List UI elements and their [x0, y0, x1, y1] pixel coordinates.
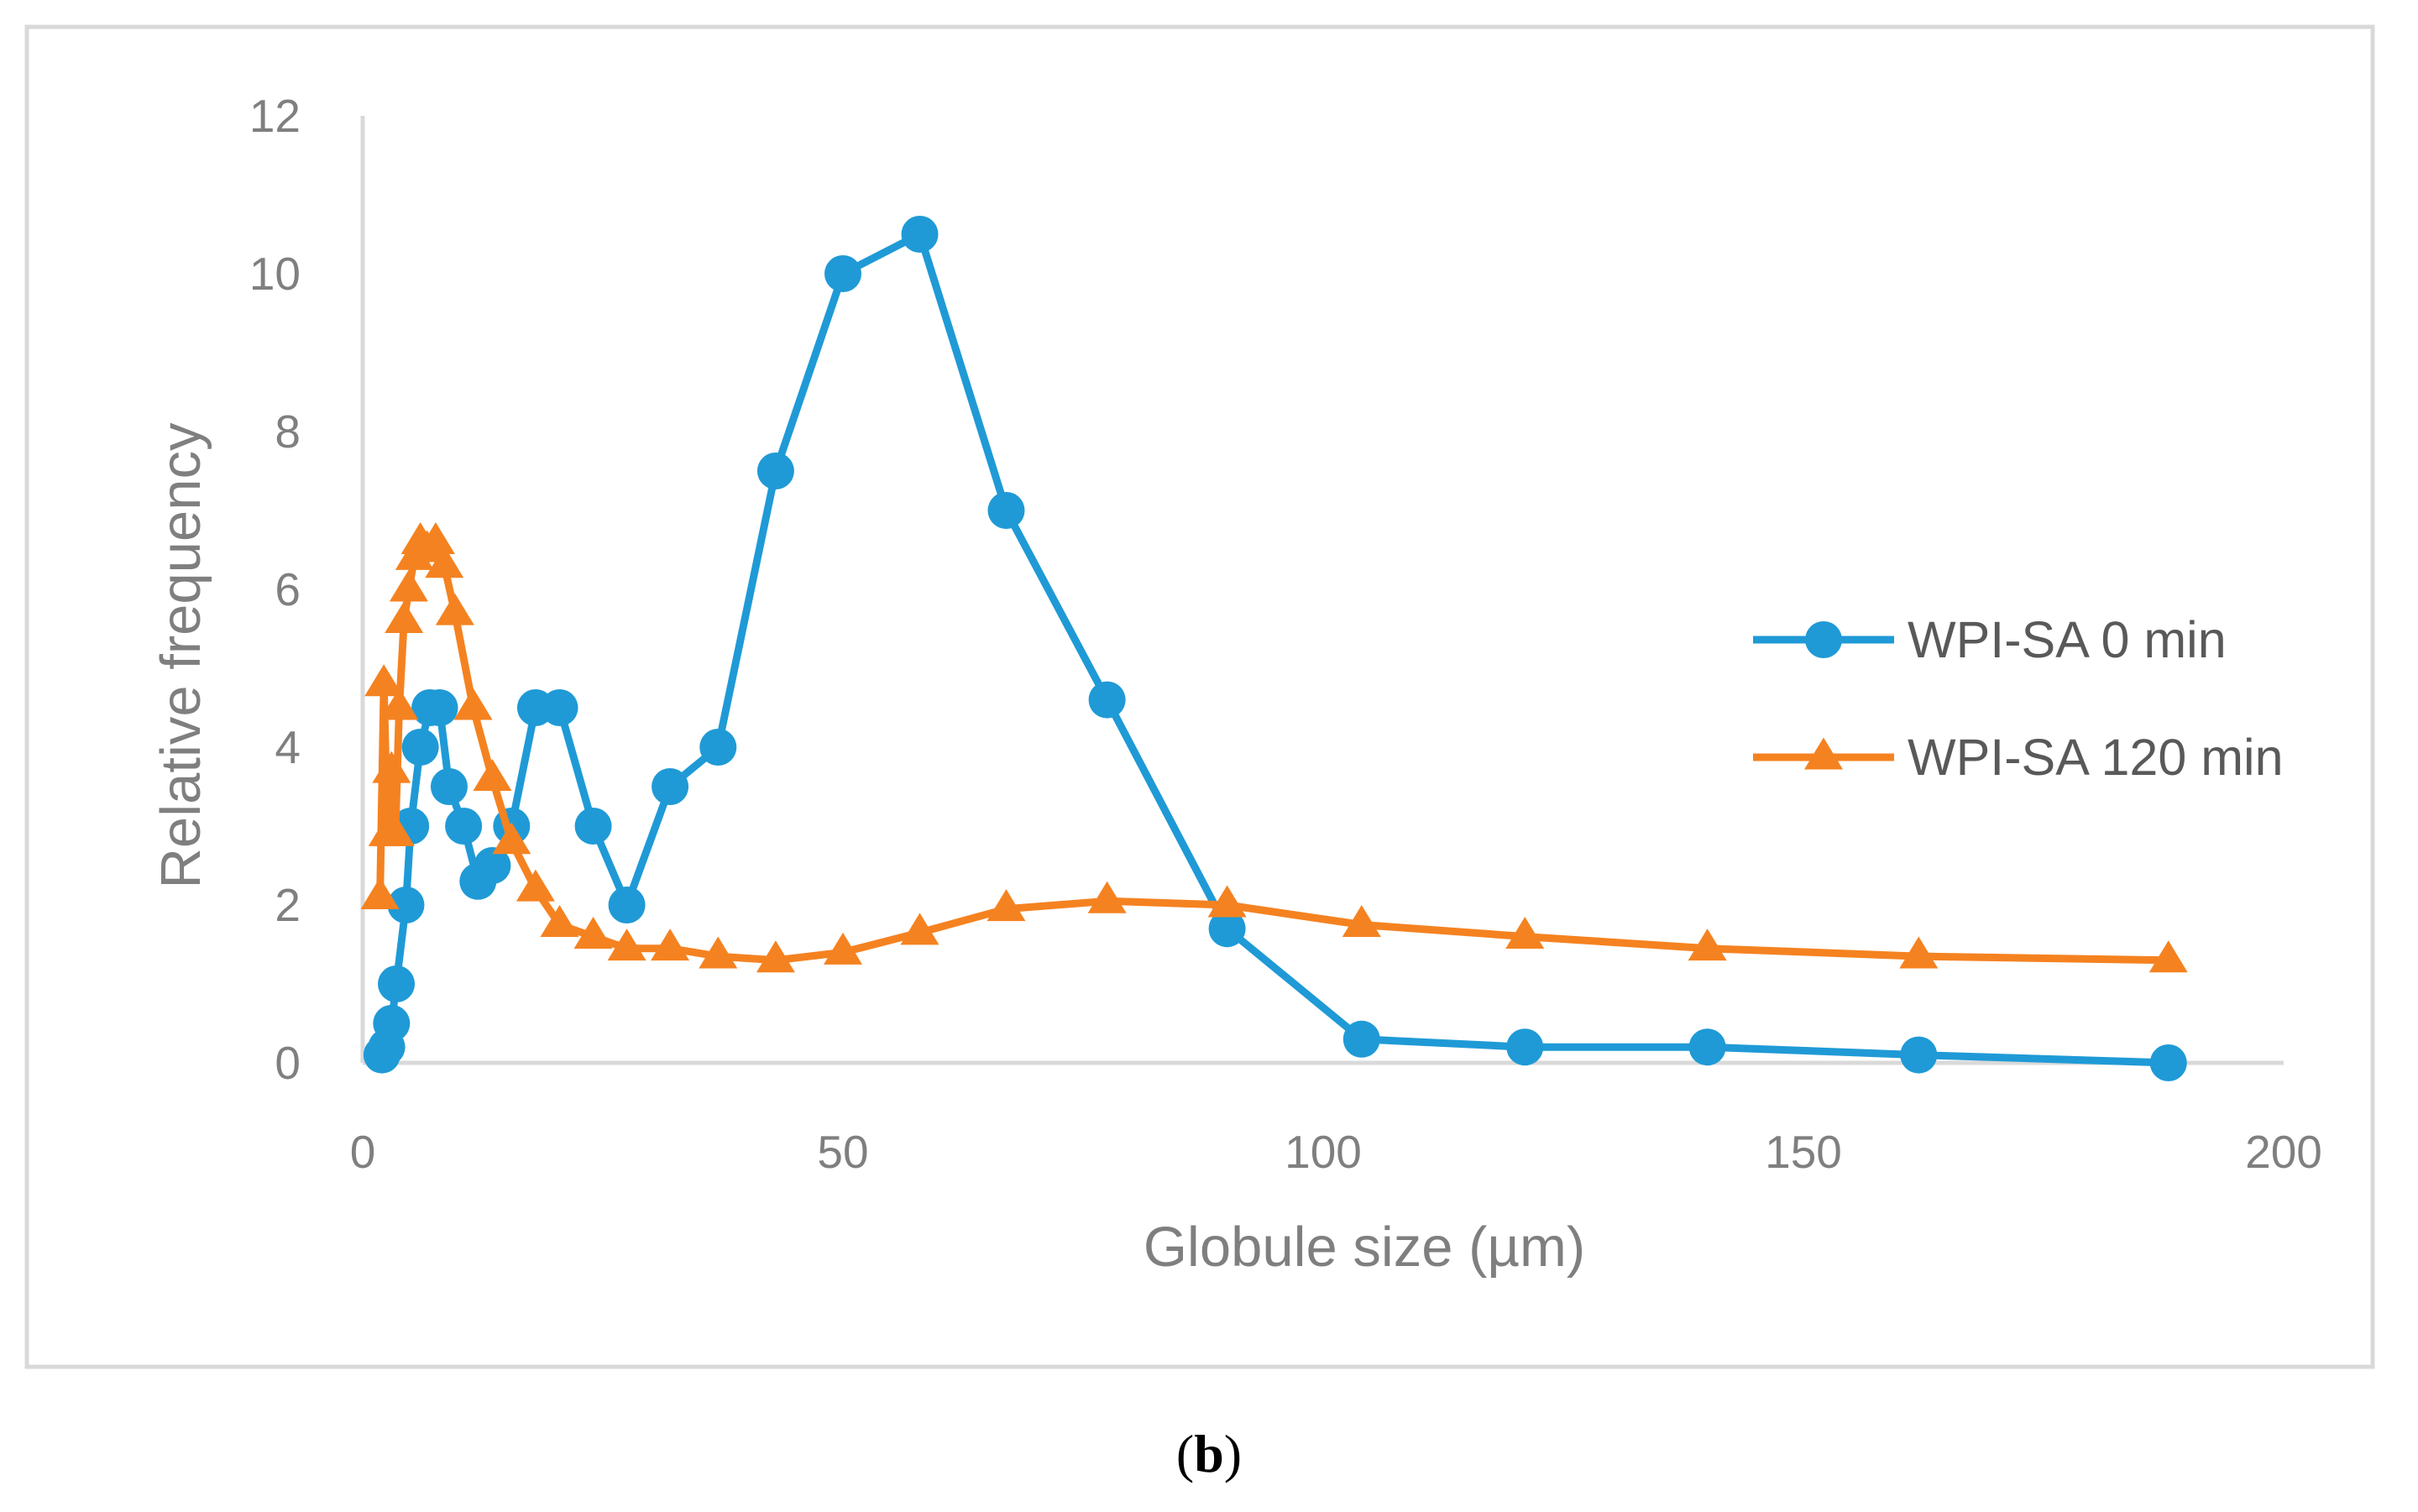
data-point — [375, 814, 415, 846]
data-point — [401, 729, 439, 766]
data-point — [2149, 1044, 2187, 1081]
x-tick-label: 50 — [817, 1126, 868, 1178]
data-point — [516, 869, 555, 902]
data-point — [901, 216, 939, 253]
data-point — [541, 689, 578, 726]
data-point — [1505, 917, 1545, 950]
data-point — [416, 522, 455, 555]
data-point — [987, 889, 1026, 922]
data-point — [1207, 885, 1247, 918]
data-point — [1208, 910, 1246, 948]
series-1 — [363, 216, 2187, 1081]
data-point — [652, 768, 689, 805]
data-point — [372, 751, 411, 783]
data-point — [900, 913, 939, 945]
data-point — [445, 808, 483, 845]
data-point — [453, 688, 493, 720]
y-tick-label: 6 — [275, 563, 301, 615]
data-point — [360, 877, 400, 910]
data-point — [824, 932, 862, 965]
y-tick-label: 12 — [249, 90, 301, 142]
data-point — [2148, 940, 2188, 973]
legend: WPI-SA 0 min WPI-SA 120 min — [1753, 611, 2284, 786]
x-tick-label: 150 — [1765, 1126, 1842, 1178]
data-point — [824, 255, 861, 292]
data-point — [607, 929, 646, 961]
data-point — [389, 569, 428, 602]
y-tick-label: 4 — [275, 721, 301, 773]
legend-item: WPI-SA 0 min — [1753, 611, 2227, 668]
data-point — [421, 689, 458, 726]
y-tick-label: 2 — [275, 879, 301, 931]
plot-area — [360, 216, 2188, 1081]
data-point — [1688, 929, 1727, 961]
figure-caption: (b) — [0, 1423, 2418, 1485]
data-point — [1342, 904, 1381, 937]
data-point — [387, 887, 425, 923]
data-point — [492, 822, 531, 855]
data-point — [474, 847, 511, 884]
data-point — [385, 601, 424, 634]
data-point — [1688, 1028, 1726, 1066]
data-point — [1087, 881, 1127, 913]
x-tick-label: 0 — [350, 1126, 376, 1178]
x-axis-title: Globule size (µm) — [1144, 1216, 1585, 1279]
legend-marker — [1804, 737, 1843, 770]
y-axis-title: Relative frequency — [149, 422, 212, 888]
data-point — [378, 965, 416, 1002]
x-tick-label: 200 — [2245, 1126, 2322, 1178]
data-point — [756, 940, 795, 973]
y-tick-label: 8 — [275, 405, 301, 458]
data-point — [1900, 1036, 1938, 1074]
series-2 — [360, 522, 2188, 973]
data-point — [1899, 936, 1939, 969]
data-point — [1088, 681, 1126, 719]
legend-item: WPI-SA 120 min — [1753, 729, 2284, 786]
data-point — [699, 729, 737, 766]
chart-frame — [24, 24, 2375, 1369]
legend-marker — [1805, 621, 1842, 658]
y-axis-ticks: 0 2 4 6 8 10 12 — [249, 90, 301, 1089]
y-tick-label: 0 — [275, 1037, 301, 1089]
data-point — [699, 936, 738, 969]
data-point — [364, 664, 404, 697]
data-point — [574, 808, 612, 845]
caption-open: ( — [1175, 1424, 1195, 1483]
caption-letter: b — [1194, 1424, 1224, 1483]
data-point — [1342, 1020, 1380, 1058]
data-point — [987, 492, 1025, 529]
y-tick-label: 10 — [249, 248, 301, 300]
data-point — [425, 546, 464, 578]
legend-label: WPI-SA 120 min — [1908, 729, 2284, 786]
series-line — [376, 538, 2173, 965]
data-point — [430, 768, 468, 805]
legend-label: WPI-SA 0 min — [1908, 611, 2227, 668]
data-point — [373, 1005, 411, 1042]
data-point — [756, 453, 794, 489]
data-point — [608, 887, 646, 923]
data-point — [473, 759, 512, 792]
x-tick-label: 100 — [1285, 1126, 1362, 1178]
data-point — [540, 904, 579, 937]
data-point — [435, 593, 474, 625]
data-point — [379, 688, 419, 720]
data-point — [1506, 1028, 1544, 1066]
data-point — [651, 929, 690, 961]
x-axis-ticks: 0 50 100 150 200 — [350, 1126, 2322, 1178]
caption-close: ) — [1223, 1424, 1243, 1483]
data-point — [573, 917, 613, 950]
